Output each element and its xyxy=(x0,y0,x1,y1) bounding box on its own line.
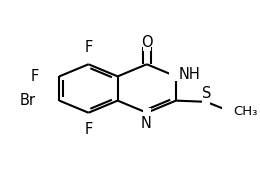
Bar xyxy=(222,107,239,116)
Text: O: O xyxy=(141,35,153,50)
Text: Br: Br xyxy=(20,93,35,108)
Bar xyxy=(202,97,210,106)
Text: N: N xyxy=(140,116,151,131)
Bar xyxy=(84,43,92,52)
Bar xyxy=(31,72,39,81)
Bar xyxy=(143,108,151,117)
Bar xyxy=(84,125,92,134)
Bar xyxy=(143,42,151,51)
Text: CH₃: CH₃ xyxy=(233,105,257,118)
Text: F: F xyxy=(31,69,39,84)
Bar xyxy=(20,96,35,105)
Text: NH: NH xyxy=(178,67,200,82)
Text: S: S xyxy=(202,86,211,101)
Text: F: F xyxy=(84,40,93,55)
Bar xyxy=(169,72,183,81)
Text: F: F xyxy=(84,122,93,137)
